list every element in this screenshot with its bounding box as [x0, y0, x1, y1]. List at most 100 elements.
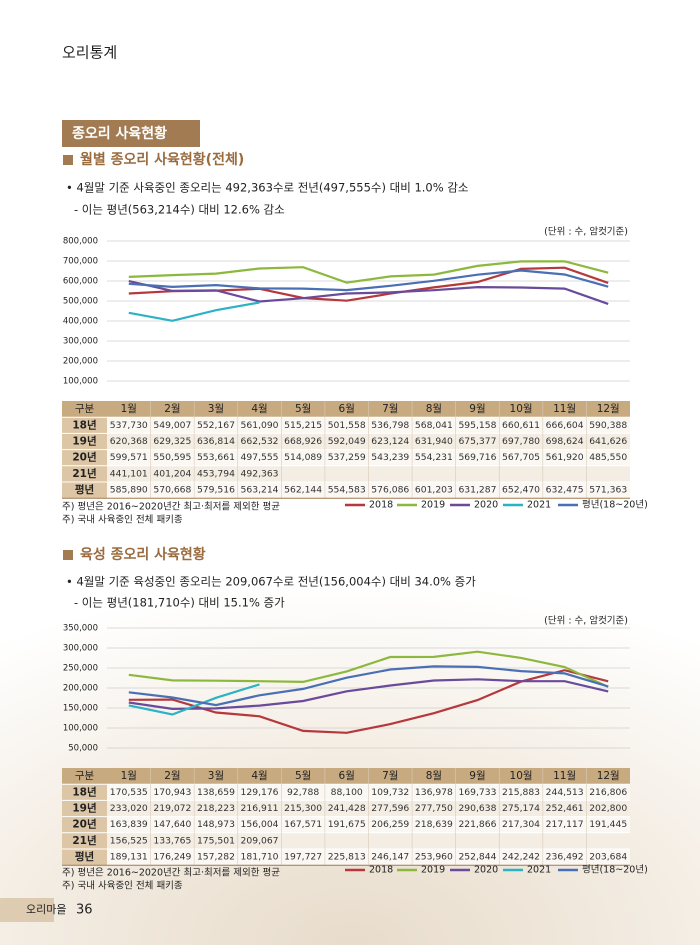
- table-cell: 169,733: [458, 787, 496, 798]
- table-row-label: 20년: [72, 818, 96, 831]
- section-title: 종오리 사육현황: [72, 125, 167, 142]
- table-cell: 241,428: [328, 803, 366, 814]
- y-tick-label: 150,000: [63, 704, 98, 714]
- table-cell: 571,363: [589, 485, 627, 496]
- table-cell: 219,072: [153, 803, 191, 814]
- table-cell: 246,147: [371, 852, 409, 863]
- table-row-label: 19년: [72, 435, 96, 448]
- series-line: [128, 269, 609, 292]
- table-cell: 277,750: [415, 803, 453, 814]
- legend-label: 2020: [474, 865, 498, 876]
- table-cell: 216,911: [241, 803, 279, 814]
- table-cell: 156,525: [110, 835, 148, 846]
- header-title: 오리통계: [62, 44, 117, 62]
- note: 주) 국내 사육중인 전체 패키종: [62, 515, 183, 526]
- table-row-label: 18년: [72, 418, 96, 431]
- footer-tab: [0, 898, 54, 922]
- table-cell: 176,249: [153, 852, 191, 863]
- table-cell: 562,144: [284, 485, 322, 496]
- table-row-head-bg: [62, 784, 107, 801]
- series-line: [128, 669, 609, 734]
- table-column-header: 11월: [553, 770, 576, 782]
- table-cell: 632,475: [546, 485, 584, 496]
- table-row-label: 평년: [75, 850, 94, 863]
- table-cell: 675,377: [458, 436, 496, 447]
- table-cell: 453,794: [197, 468, 235, 479]
- table-column-header: 10월: [510, 403, 533, 415]
- table-cell: 88,100: [331, 787, 363, 798]
- table-cell: 599,571: [110, 452, 148, 463]
- table-cell: 252,844: [458, 852, 496, 863]
- table-cell: 197,727: [284, 852, 322, 863]
- table-cell: 225,813: [328, 852, 366, 863]
- subtitle-marker: [63, 155, 73, 165]
- table-column-header: 1월: [121, 770, 137, 782]
- table-cell: 136,978: [415, 787, 453, 798]
- table-cell: 515,215: [284, 420, 322, 431]
- unit-note: (단위 : 수, 암컷기준): [544, 615, 628, 627]
- y-tick-label: 600,000: [63, 277, 98, 287]
- table-cell: 206,259: [371, 819, 409, 830]
- table-cell: 191,445: [589, 819, 627, 830]
- table-row-head-bg: [62, 465, 107, 482]
- table-column-header: 4월: [251, 770, 267, 782]
- table-cell: 209,067: [241, 835, 279, 846]
- table-cell: 277,596: [371, 803, 409, 814]
- table-cell: 552,167: [197, 420, 235, 431]
- table-cell: 553,661: [197, 452, 235, 463]
- note: 주) 국내 사육중인 전체 패키종: [62, 881, 183, 892]
- y-tick-label: 300,000: [63, 644, 98, 654]
- y-tick-label: 50,000: [68, 744, 98, 754]
- table-column-header: 12월: [597, 403, 620, 415]
- table-cell: 636,814: [197, 436, 235, 447]
- legend-label: 평년(18~20년): [582, 865, 648, 876]
- table-cell: 92,788: [287, 787, 319, 798]
- table-row-head-bg: [62, 417, 107, 434]
- table-cell: 595,158: [458, 420, 496, 431]
- table-cell: 585,890: [110, 485, 148, 496]
- y-tick-label: 800,000: [63, 237, 98, 247]
- table-row-label: 21년: [72, 834, 96, 847]
- series-line: [128, 678, 609, 711]
- table-row-head-bg: [62, 832, 107, 849]
- table-column-header: 7월: [382, 403, 398, 415]
- table-cell: 629,325: [153, 436, 191, 447]
- table-cell: 233,020: [110, 803, 148, 814]
- table-row-head-bg: [62, 849, 107, 866]
- table-column-header: 8월: [426, 403, 442, 415]
- table-cell: 189,131: [110, 852, 148, 863]
- table-cell: 242,242: [502, 852, 540, 863]
- table-cell: 660,611: [502, 420, 540, 431]
- table-cell: 215,300: [284, 803, 322, 814]
- y-tick-label: 300,000: [63, 337, 98, 347]
- legend-label: 2018: [369, 865, 393, 876]
- table-corner: 구분: [75, 403, 95, 415]
- table-cell: 133,765: [153, 835, 191, 846]
- table-cell: 218,223: [197, 803, 235, 814]
- table-cell: 244,513: [546, 787, 584, 798]
- subtitle-marker: [63, 550, 73, 560]
- table-cell: 216,806: [589, 787, 627, 798]
- table-column-header: 3월: [208, 770, 224, 782]
- legend-label: 2018: [369, 500, 393, 511]
- table-cell: 217,117: [546, 819, 584, 830]
- legend-label: 2021: [527, 865, 551, 876]
- table-cell: 514,089: [284, 452, 322, 463]
- table-cell: 290,638: [458, 803, 496, 814]
- table-cell: 554,231: [415, 452, 453, 463]
- legend-label: 2019: [421, 865, 445, 876]
- table-column-header: 3월: [208, 403, 224, 415]
- table-cell: 668,926: [284, 436, 322, 447]
- note: 주) 평년은 2016~2020년간 최고·최저를 제외한 평균: [62, 867, 280, 879]
- table-cell: 167,571: [284, 819, 322, 830]
- table-cell: 536,798: [371, 420, 409, 431]
- y-tick-label: 200,000: [63, 684, 98, 694]
- table-row-head-bg: [62, 449, 107, 466]
- table-cell: 156,004: [241, 819, 279, 830]
- table-cell: 550,595: [153, 452, 191, 463]
- y-tick-label: 200,000: [63, 357, 98, 367]
- table-cell: 485,550: [589, 452, 627, 463]
- table-cell: 543,239: [371, 452, 409, 463]
- table-cell: 567,705: [502, 452, 540, 463]
- subtitle: 육성 종오리 사육현황: [80, 546, 206, 563]
